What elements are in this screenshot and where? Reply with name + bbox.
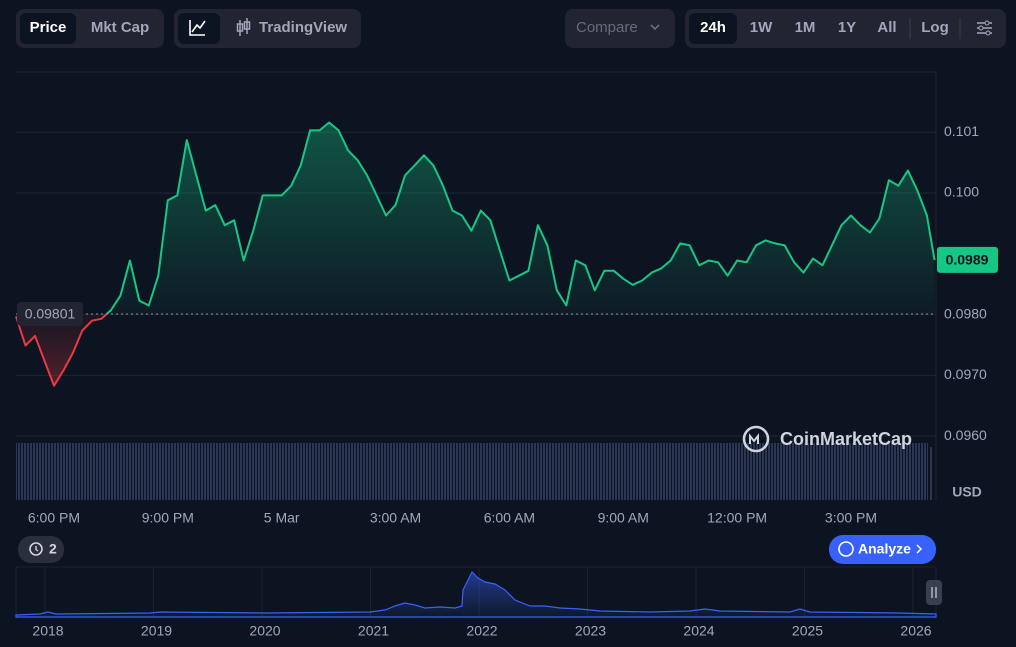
- last-price-label: 0.0989: [946, 252, 989, 268]
- badge-bg: [18, 536, 64, 563]
- history-icon: [29, 542, 43, 556]
- log-button[interactable]: Log: [921, 19, 949, 36]
- price-line: [15, 121, 936, 387]
- x-tick-label: 6:00 PM: [28, 510, 80, 526]
- year-label: 2022: [466, 623, 497, 639]
- y-unit: USD: [952, 484, 982, 500]
- watermark-text: CoinMarketCap: [780, 429, 912, 449]
- x-tick-label: 9:00 PM: [142, 510, 194, 526]
- price-tab[interactable]: Price: [20, 13, 76, 44]
- range-button[interactable]: 24h: [700, 19, 726, 36]
- mode-group: [174, 9, 361, 48]
- logo: [742, 425, 770, 453]
- last-price-bg: [937, 246, 998, 273]
- analyze-button[interactable]: Analyze: [829, 535, 936, 564]
- x-tick-label: 9:00 AM: [598, 510, 649, 526]
- reference-label-bg: [17, 301, 83, 326]
- range-label: All: [877, 19, 896, 36]
- y-tick-label: 0.101: [944, 123, 979, 139]
- range-button[interactable]: 1M: [795, 19, 816, 36]
- chevron-icon: [916, 544, 923, 554]
- tradingview-button[interactable]: TradingView: [236, 18, 348, 36]
- handle-grip: [931, 587, 937, 598]
- volume-band: [930, 447, 932, 500]
- tab-label: Price: [30, 19, 67, 36]
- x-tick-label: 5 Mar: [264, 510, 300, 526]
- line-icon: [189, 20, 206, 36]
- logo: [749, 433, 759, 444]
- x-tick-label: 3:00 PM: [825, 510, 877, 526]
- range-button[interactable]: All: [877, 19, 896, 36]
- y-tick-label: 0.0980: [944, 305, 987, 321]
- grid: [16, 131, 936, 437]
- y-tick-label: 0.0960: [944, 427, 987, 443]
- range-label: 1W: [750, 19, 773, 36]
- year-label: 2021: [358, 623, 389, 639]
- volume-band: [16, 443, 928, 500]
- settings-knob: [978, 25, 984, 31]
- year-label: 2019: [141, 623, 172, 639]
- compare-dropdown[interactable]: Compare: [565, 9, 675, 48]
- settings-button[interactable]: [977, 20, 992, 36]
- chevron-icon: [650, 24, 660, 31]
- x-tick-label: 3:00 AM: [370, 510, 421, 526]
- mode-label: TradingView: [259, 19, 347, 36]
- reference-label: 0.09801: [25, 306, 76, 322]
- range-active-bg: [689, 13, 737, 44]
- tab-label: Mkt Cap: [91, 19, 149, 36]
- year-label: 2018: [32, 623, 63, 639]
- history-icon: [35, 546, 39, 552]
- x-tick-label: 12:00 PM: [707, 510, 767, 526]
- history-count: 2: [49, 541, 57, 557]
- y-tick-label: 0.100: [944, 184, 979, 200]
- line-mode-button[interactable]: [178, 13, 220, 44]
- plot-frame: [16, 71, 937, 500]
- settings-knob: [985, 30, 991, 36]
- compare-label: Compare: [576, 19, 638, 36]
- navigator-handle[interactable]: [926, 580, 942, 605]
- watermark: CoinMarketCap: [742, 425, 912, 453]
- range-button[interactable]: 1Y: [838, 19, 856, 36]
- navigator: 2018 2019 2020 2021 2022 2023 2024 2025 2026: [15, 566, 942, 639]
- price-area: [16, 122, 935, 386]
- year-label: 2025: [792, 623, 823, 639]
- y-tick-label: 0.0970: [944, 366, 987, 382]
- mode-active-bg: [178, 13, 220, 44]
- history-badge[interactable]: 2: [18, 536, 64, 563]
- range-label: 1M: [795, 19, 816, 36]
- year-label: 2023: [575, 623, 606, 639]
- compare-bg: [565, 9, 675, 48]
- range-button[interactable]: 1W: [750, 19, 773, 36]
- range-group: [685, 9, 1006, 48]
- range-label: 1Y: [838, 19, 856, 36]
- tab-active-bg: [20, 13, 76, 44]
- settings-knob: [984, 20, 990, 26]
- range-label: 24h: [700, 19, 726, 36]
- analyze-bg: [829, 535, 936, 564]
- analyze-label: Analyze: [858, 541, 911, 557]
- year-label: 2020: [249, 623, 280, 639]
- candle-icon: [236, 18, 251, 36]
- year-label: 2024: [683, 623, 714, 639]
- analyze-icon: [838, 541, 854, 557]
- log-label: Log: [921, 19, 949, 36]
- mktcap-tab[interactable]: Mkt Cap: [91, 19, 149, 36]
- x-tick-label: 6:00 AM: [484, 510, 535, 526]
- navigator-area: [15, 570, 937, 618]
- series: 0.09801: [15, 121, 936, 387]
- year-label: 2026: [900, 623, 931, 639]
